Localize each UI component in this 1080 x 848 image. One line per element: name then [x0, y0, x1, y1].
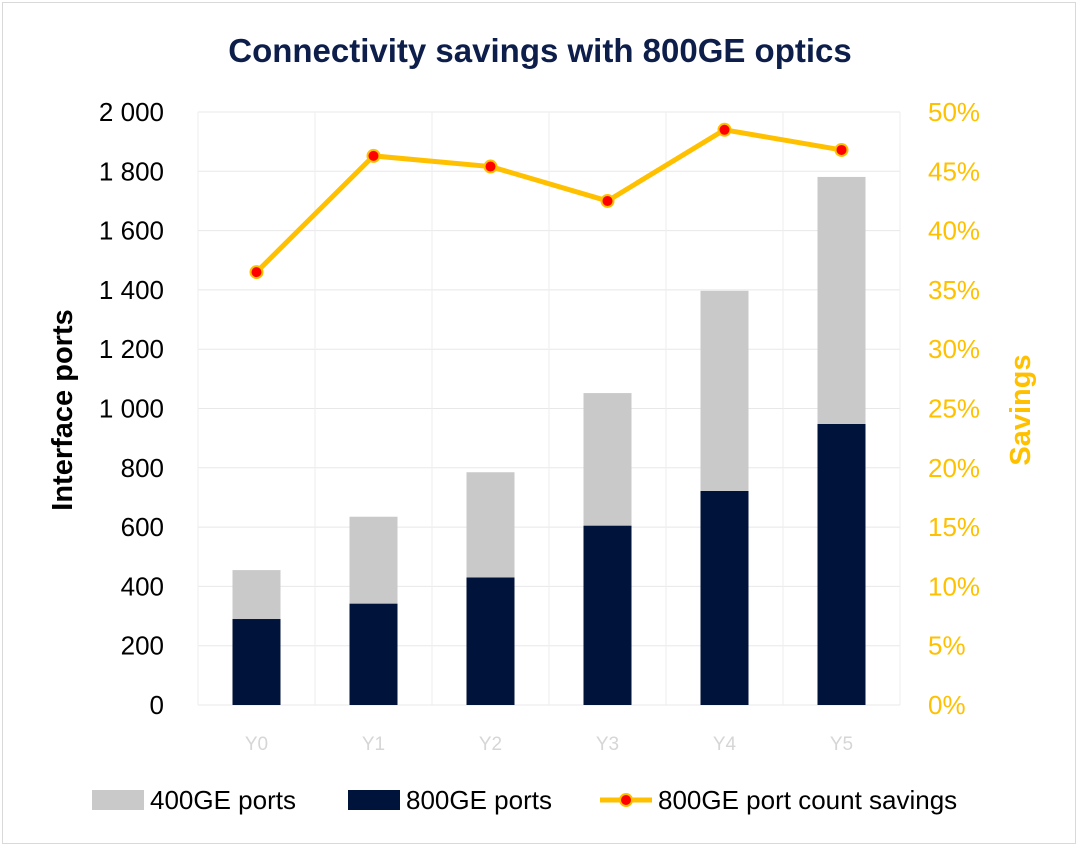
- right-tick-label: 5%: [928, 631, 966, 661]
- right-tick-label: 50%: [928, 97, 980, 127]
- savings-point: [600, 193, 615, 208]
- right-tick-label: 20%: [928, 453, 980, 483]
- legend-swatch: [92, 790, 144, 810]
- left-tick-label: 600: [121, 512, 164, 542]
- bar-800ge-ports: [466, 577, 515, 705]
- left-tick-label: 0: [150, 690, 164, 720]
- bars: [232, 176, 866, 705]
- right-tick-label: 25%: [928, 394, 980, 424]
- left-tick-label: 400: [121, 571, 164, 601]
- savings-point: [249, 265, 264, 280]
- bar-800ge-ports: [583, 525, 632, 705]
- legend-marker: [619, 793, 633, 807]
- x-tick-label: Y3: [596, 734, 619, 755]
- savings-point: [366, 148, 381, 163]
- legend-swatch: [348, 790, 400, 810]
- x-tick-label: Y1: [362, 734, 385, 755]
- savings-polyline: [254, 127, 842, 274]
- bar-800ge-ports: [700, 490, 749, 705]
- left-axis-ticks: 0 200 400 600 800 1 000 1 200 1 400 1 600 1 800 2 …: [99, 97, 164, 720]
- bar-400ge-ports: [817, 176, 866, 424]
- left-axis-label: Interface ports: [47, 309, 79, 510]
- bar-400ge-ports: [349, 516, 398, 604]
- right-tick-label: 10%: [928, 571, 980, 601]
- right-tick-label: 30%: [928, 334, 980, 364]
- legend-label: 400GE ports: [150, 785, 296, 815]
- left-tick-label: 1 200: [99, 334, 164, 364]
- savings-line: [249, 122, 849, 280]
- right-axis-ticks: 0% 5% 10% 15% 20% 25% 30% 35% 40% 45% 50%: [928, 97, 980, 720]
- left-tick-label: 1 400: [99, 275, 164, 305]
- left-tick-label: 200: [121, 631, 164, 661]
- x-tick-label: Y5: [830, 734, 853, 755]
- x-tick-label: Y4: [713, 734, 737, 755]
- left-tick-label: 800: [121, 453, 164, 483]
- left-tick-label: 1 000: [99, 394, 164, 424]
- bar-400ge-ports: [232, 570, 281, 620]
- savings-point: [834, 142, 849, 157]
- right-tick-label: 15%: [928, 512, 980, 542]
- right-tick-label: 45%: [928, 156, 980, 186]
- left-tick-label: 2 000: [99, 97, 164, 127]
- bar-800ge-ports: [817, 423, 866, 705]
- right-tick-label: 40%: [928, 216, 980, 246]
- x-tick-label: Y0: [245, 734, 268, 755]
- right-tick-label: 0%: [928, 690, 966, 720]
- left-tick-label: 1 800: [99, 156, 164, 186]
- right-axis-label: Savings: [1005, 354, 1037, 465]
- legend-label: 800GE ports: [406, 785, 552, 815]
- gridlines: [197, 111, 901, 706]
- bar-400ge-ports: [700, 290, 749, 491]
- legend-label: 800GE port count savings: [658, 785, 957, 815]
- bar-800ge-ports: [232, 619, 281, 705]
- savings-point: [717, 122, 732, 137]
- chart-title: Connectivity savings with 800GE optics: [228, 32, 852, 69]
- right-tick-label: 35%: [928, 275, 980, 305]
- bar-400ge-ports: [583, 393, 632, 526]
- x-tick-label: Y2: [479, 734, 502, 755]
- left-tick-label: 1 600: [99, 216, 164, 246]
- legend: 400GE ports 800GE ports 800GE port count s…: [92, 785, 957, 815]
- bar-400ge-ports: [466, 472, 515, 578]
- x-axis-ticks: Y0 Y1 Y2 Y3 Y4 Y5: [245, 734, 853, 755]
- bar-800ge-ports: [349, 603, 398, 705]
- savings-point: [483, 159, 498, 174]
